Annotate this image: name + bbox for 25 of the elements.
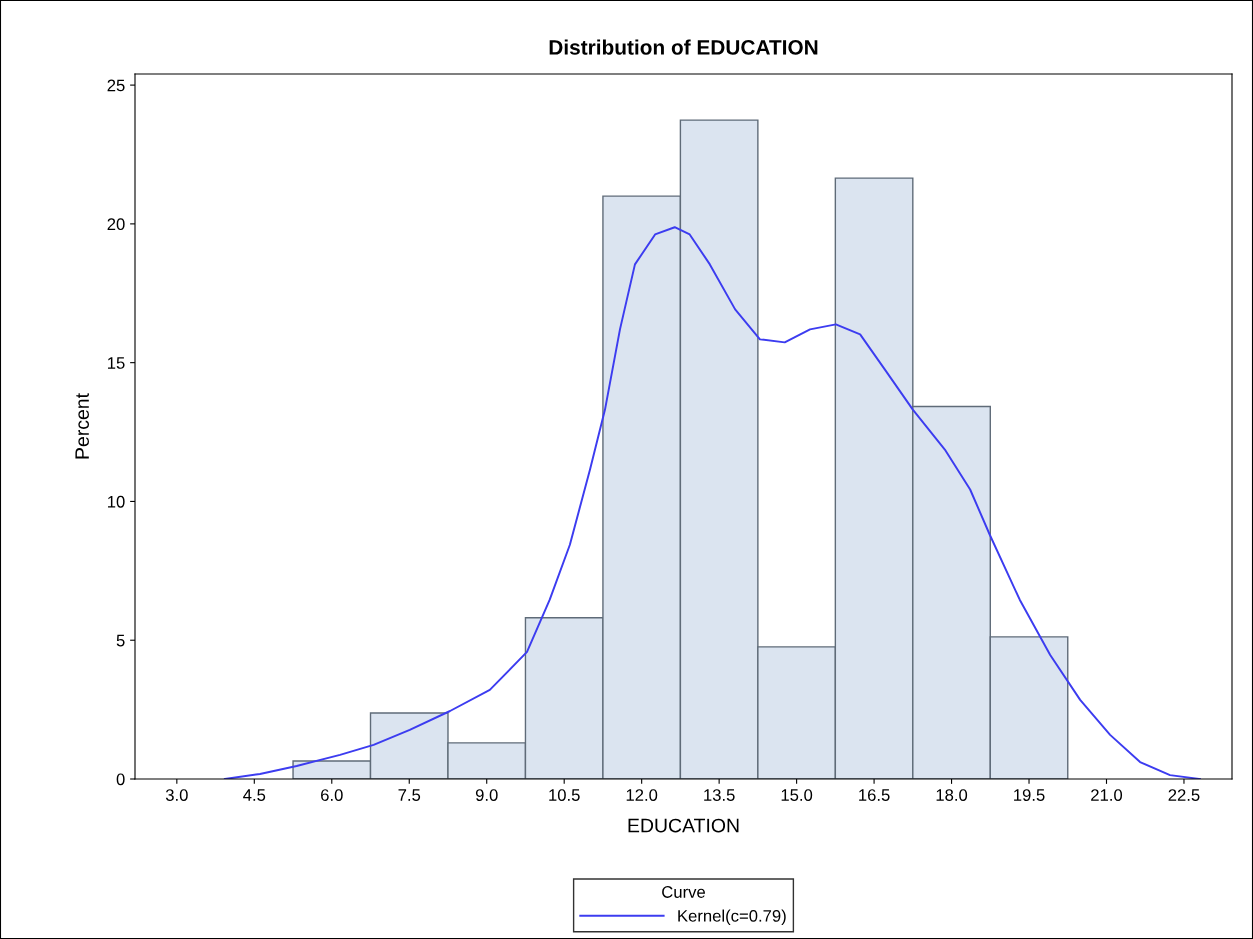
x-tick-label: 19.5 [1014,789,1045,801]
y-tick-label: 25 [107,79,125,92]
x-tick-label: 13.5 [704,789,735,801]
x-tick-label: 18.0 [936,789,968,801]
y-tick-label: 5 [116,634,125,647]
y-tick-label: 20 [107,218,125,231]
legend-label: Kernel(c=0.79) [678,909,786,926]
x-tick-label: 16.5 [859,789,890,801]
y-tick-label: 10 [108,495,125,508]
y-tick-label: 0 [116,773,125,786]
x-tick-label: 7.5 [398,789,421,801]
chart-title: Distribution of EDUCATION [549,39,818,55]
x-tick-label: 4.5 [243,789,266,801]
y-tick-label: 15 [108,357,125,369]
x-tick-label: 21.0 [1091,789,1123,801]
x-tick-label: 22.5 [1168,789,1200,801]
x-tick-label: 6.0 [321,789,343,801]
legend-title: Curve [662,886,705,898]
x-axis-title: EDUCATION [628,818,739,833]
x-tick-label: 10.5 [549,789,580,801]
y-axis-title: Percent [75,393,90,459]
x-tick-label: 12.0 [626,789,658,801]
x-tick-label: 9.0 [475,789,498,801]
x-tick-label: 3.0 [165,789,188,801]
x-tick-label: 15.0 [781,789,813,801]
